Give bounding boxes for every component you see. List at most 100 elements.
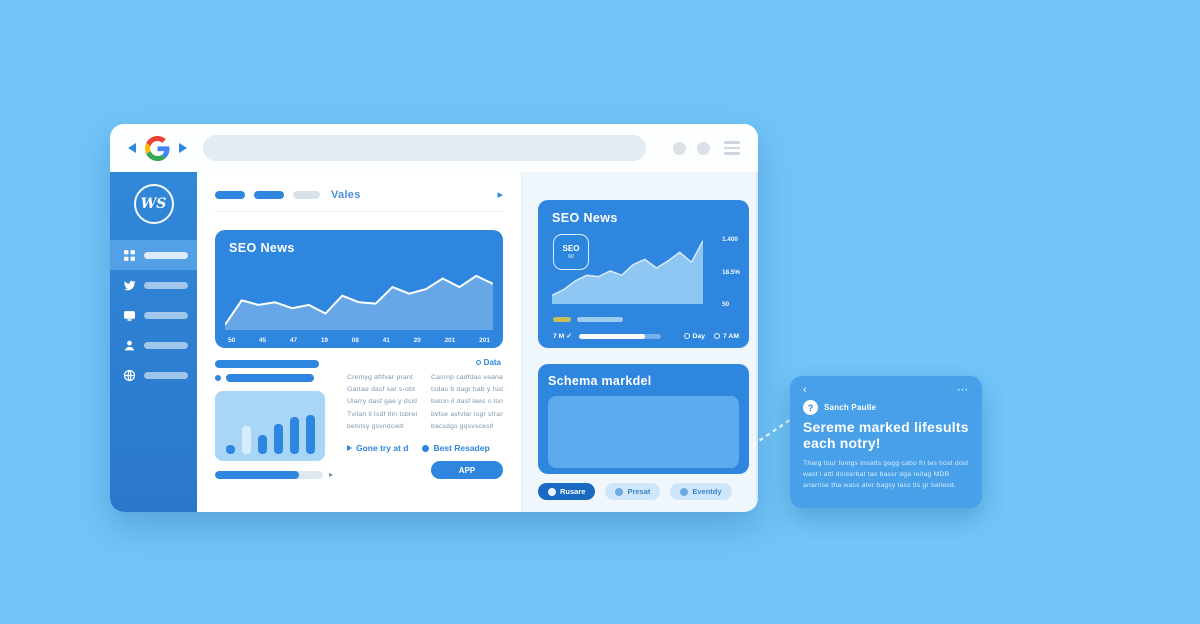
x-tick-label: 41 [382,337,390,344]
schema-content-box[interactable] [548,396,739,468]
progress-bar[interactable] [215,470,323,479]
footer-items: Day 7 AM [683,332,739,340]
chart-legend-pills [553,317,623,322]
schema-buttons-row: Rusare Presat Eventdy [538,483,749,500]
app-cta-button[interactable]: APP [431,461,503,480]
legend-yellow-pill [553,317,571,322]
browser-window: WS Vales ▸ SEO News 50 45 47 19 08 41 20 201 201 [110,124,758,512]
x-tick-label: 20 [413,337,421,344]
panel-card-title: SEO News [552,211,618,225]
sidebar-menu [110,240,197,390]
tooltip-heading: Sereme marked lifesults each notry! [803,419,969,451]
tooltip-header: ‹ ⋯ [803,385,969,396]
tooltip-body-text: Tharg tour fontgs insatts gogg cabo fri … [803,460,969,490]
tab-pill-2[interactable] [254,190,284,199]
right-panel: SEO News SEO 60 1.400 18.5% 50 7 M ✓ Da [521,172,758,512]
seo-news-chart-card: SEO News 50 45 47 19 08 41 20 201 201 [215,230,503,348]
y-axis-labels: 1.400 18.5% 50 [722,236,740,308]
y-tick-label: 1.400 [722,236,738,243]
button-circle-icon [680,487,689,496]
circle-outline-icon [683,333,690,339]
data-link[interactable]: Data [475,358,501,367]
main-nav-row: Vales ▸ [215,188,503,212]
y-tick-label: 50 [722,301,730,308]
text-line: Cremyg aftfvar prant [347,374,413,381]
play-icon [347,445,352,452]
tab-pill-1[interactable] [215,190,245,199]
scrollbar-strip[interactable] [756,172,758,512]
x-tick-label: 201 [479,337,490,344]
text-line: Tvilan il tsdf tlin tsbrel [347,410,418,418]
app-logo[interactable]: WS [133,184,174,224]
button-circle-icon [615,487,624,496]
panel-footer: 7 M ✓ Day 7 AM [553,332,739,341]
footer-progress-fill [578,333,645,339]
forward-arrow-icon[interactable] [179,143,187,153]
schema-button-2[interactable]: Presat [605,483,661,500]
sidebar: WS [110,172,197,512]
chevron-right-icon[interactable]: ▸ [497,189,503,201]
body-text-columns: Cremyg aftfvar prant Gartae dasf sar s-ob… [347,372,503,433]
sidebar-item-2[interactable] [110,270,197,300]
schema-button-label: Eventdy [692,487,722,496]
sidebar-item-4[interactable] [110,330,197,360]
dot-icon [422,444,430,452]
globe-icon [123,369,136,382]
progress-row: ▸ [215,470,333,479]
back-arrow-icon[interactable] [128,143,136,153]
nav-title[interactable]: Vales [331,188,361,201]
extensions-circle-icon[interactable] [697,141,710,155]
schema-button-1[interactable]: Rusare [538,483,596,500]
placeholder-bar-1 [215,360,319,368]
circle-outline-icon [475,360,481,365]
sidebar-item-3[interactable] [110,300,197,330]
browser-chrome [110,124,758,172]
seo-badge-line1: SEO [562,243,580,253]
x-axis-labels: 50 45 47 19 08 41 20 201 201 [228,337,490,344]
sidebar-item-1[interactable] [110,240,197,270]
sidebar-item-label-placeholder [144,311,188,319]
schema-button-label: Rusare [560,487,586,496]
google-logo-icon[interactable] [145,135,170,161]
legend-row: Gone try at d Best Resadep [347,443,503,453]
legend-item: Gone try at d [347,443,408,453]
address-bar[interactable] [203,135,646,161]
caret-right-icon[interactable]: ▸ [328,470,333,479]
main-content: Vales ▸ SEO News 50 45 47 19 08 41 20 201 201 [197,172,521,512]
search-results-tooltip-card: ‹ ⋯ ? Sanch Paulle Sereme marked lifesul… [790,376,982,508]
x-tick-label: 47 [289,337,298,344]
footer-left-label: 7 M ✓ [553,333,572,340]
ellipsis-menu-icon[interactable]: ⋯ [957,384,969,396]
panel-area-chart [552,232,703,304]
footer-item-label: 7 AM [723,332,739,340]
profile-circle-icon[interactable] [673,141,686,155]
bar [225,444,235,454]
text-column-1: Cremyg aftfvar prant Gartae dasf sar s-ob… [347,372,419,433]
y-tick-label: 18.5% [722,268,740,276]
schema-markup-card: Schema markdel [538,364,749,474]
text-line: betvlsy gsvndcietl [347,422,404,430]
bar [273,423,283,454]
placeholder-row-2 [215,374,333,382]
mini-bar-chart-card [215,391,325,461]
seo-badge-line2: 60 [567,253,575,260]
sidebar-item-label-placeholder [144,371,188,379]
dashboard-icon [123,249,136,262]
progress-fill [215,470,300,479]
legend-label: Best Resadep [433,443,490,454]
text-line: bvtse avtvlar tsgr sfrang [431,410,503,418]
tab-pill-3[interactable] [293,190,320,199]
schema-button-3[interactable]: Eventdy [670,483,732,500]
text-line: tsdas b dagr hab y tsid [431,386,503,394]
hamburger-menu-icon[interactable] [724,141,740,155]
back-chevron-icon[interactable]: ‹ [803,384,807,396]
text-line: bacsdgs gqsvscestl [431,422,494,430]
legend-light-pill [577,317,623,322]
bar [257,435,267,454]
sidebar-item-5[interactable] [110,360,197,390]
bar [289,417,299,454]
footer-progress-bar[interactable] [578,333,661,339]
placeholder-bar-2 [226,374,314,382]
text-column-2: Casrnp cadfdas vaana tsdas b dagr hab y t… [431,372,503,433]
x-tick-label: 08 [351,337,359,344]
